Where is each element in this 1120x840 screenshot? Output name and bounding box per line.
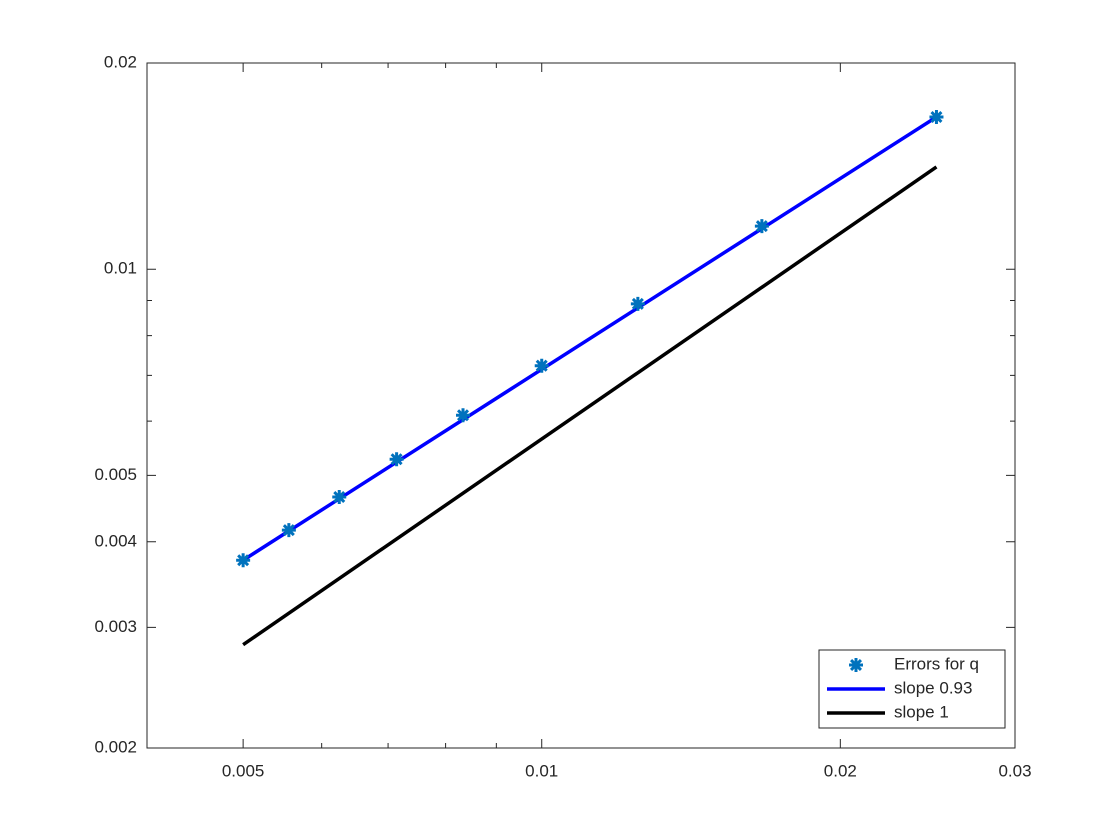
x-tick-label: 0.01: [525, 761, 558, 780]
line: [242, 115, 938, 562]
y-tick-label: 0.004: [94, 531, 137, 550]
legend-label: slope 1: [894, 702, 949, 721]
marker: [534, 358, 549, 373]
y-tick-label: 0.002: [94, 737, 137, 756]
legend-marker: [849, 658, 863, 672]
marker: [332, 490, 347, 504]
legend-box: [818, 649, 1006, 729]
y-tick-label: 0.02: [104, 52, 137, 71]
y-tick-label: 0.01: [104, 259, 137, 278]
marker: [456, 408, 471, 423]
plot-area: [146, 62, 1016, 749]
legend-label: slope 0.93: [894, 678, 972, 697]
marker: [281, 523, 296, 538]
marker: [236, 553, 251, 568]
marker: [630, 296, 645, 311]
y-tick-label: 0.005: [94, 465, 137, 484]
y-tick-label: 0.003: [94, 617, 137, 636]
legend-label: Errors for q: [894, 654, 979, 673]
x-tick-label: 0.02: [824, 761, 857, 780]
x-tick-label: 0.03: [998, 761, 1031, 780]
marker: [389, 452, 404, 467]
marker: [929, 110, 944, 125]
line: [242, 165, 938, 647]
x-tick-label: 0.005: [222, 761, 265, 780]
marker: [754, 219, 769, 234]
